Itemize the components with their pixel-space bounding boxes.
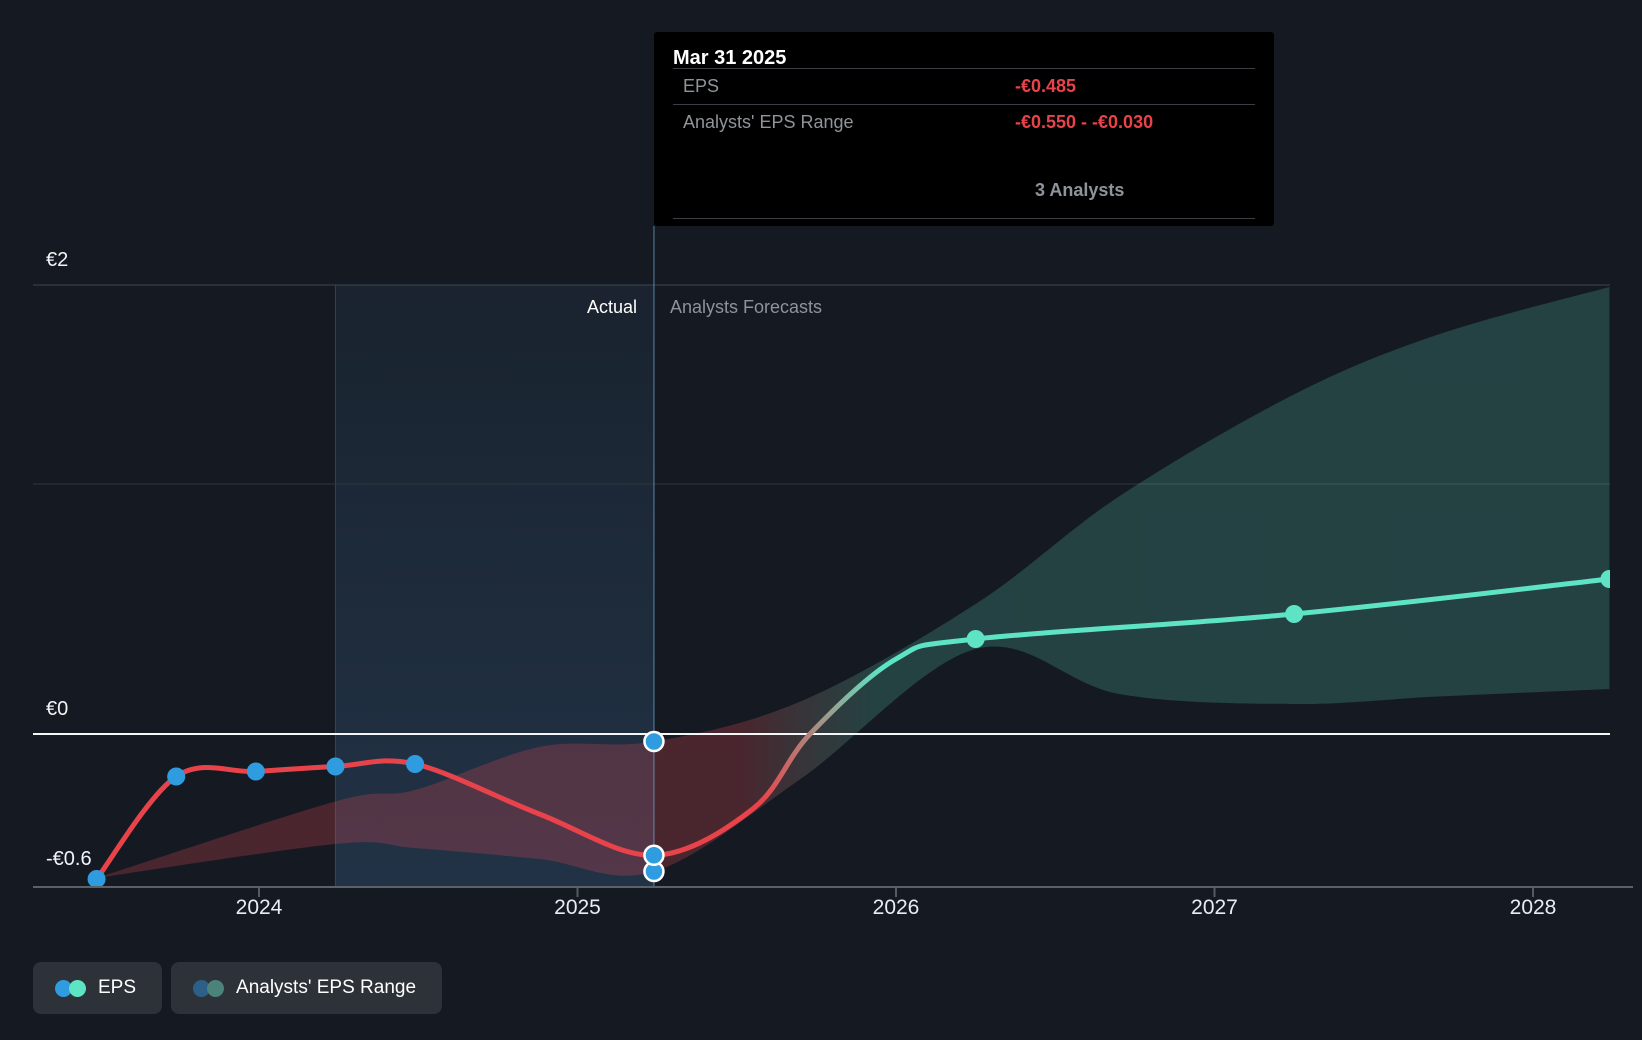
tooltip-date: Mar 31 2025 — [673, 32, 1255, 68]
legend: EPS Analysts' EPS Range — [33, 962, 442, 1014]
tooltip-row-eps: EPS -€0.485 — [664, 69, 1264, 104]
tooltip-range-value: -€0.550 - -€0.030 — [1015, 112, 1255, 133]
analysts-eps-range-swatch-icon — [193, 980, 224, 997]
eps-actual-data-point[interactable] — [326, 758, 344, 776]
x-axis-label: 2028 — [1488, 896, 1578, 920]
eps-actual-data-point[interactable] — [88, 870, 106, 888]
crosshair-data-point[interactable] — [644, 846, 663, 865]
eps-forecast-data-point[interactable] — [1285, 605, 1303, 623]
crosshair-data-point[interactable] — [644, 732, 663, 751]
eps-forecast-data-point[interactable] — [1600, 570, 1618, 588]
x-axis-label: 2025 — [533, 896, 623, 920]
eps-forecast-chart: Actual Analysts Forecasts Mar 31 2025 EP… — [0, 0, 1642, 1040]
tooltip-eps-label: EPS — [673, 76, 1015, 97]
tooltip-footer-divider — [673, 218, 1255, 219]
legend-item-analysts-eps-range[interactable]: Analysts' EPS Range — [171, 962, 442, 1014]
legend-item-eps[interactable]: EPS — [33, 962, 162, 1014]
y-axis-label: €2 — [46, 248, 68, 272]
x-axis-label: 2024 — [214, 896, 304, 920]
tooltip-analyst-count: 3 Analysts — [1035, 180, 1124, 201]
eps-forecast-data-point[interactable] — [967, 630, 985, 648]
tooltip-range-label: Analysts' EPS Range — [673, 112, 1015, 133]
eps-actual-data-point[interactable] — [167, 768, 185, 786]
actual-period-label: Actual — [587, 296, 637, 318]
eps-actual-data-point[interactable] — [247, 763, 265, 781]
eps-actual-data-point[interactable] — [406, 755, 424, 773]
tooltip: Mar 31 2025 EPS -€0.485 Analysts' EPS Ra… — [654, 32, 1274, 226]
legend-item-label: EPS — [98, 977, 136, 999]
x-axis-label: 2027 — [1170, 896, 1260, 920]
eps-swatch-icon — [55, 980, 86, 997]
tooltip-eps-value: -€0.485 — [1015, 76, 1255, 97]
analysts-eps-range-band — [97, 287, 1610, 878]
x-axis-label: 2026 — [851, 896, 941, 920]
y-axis-label: €0 — [46, 697, 68, 721]
tooltip-row-range: Analysts' EPS Range -€0.550 - -€0.030 — [664, 105, 1264, 140]
legend-item-label: Analysts' EPS Range — [236, 977, 416, 999]
y-axis-label: -€0.6 — [46, 847, 92, 871]
forecast-period-label: Analysts Forecasts — [670, 296, 822, 318]
